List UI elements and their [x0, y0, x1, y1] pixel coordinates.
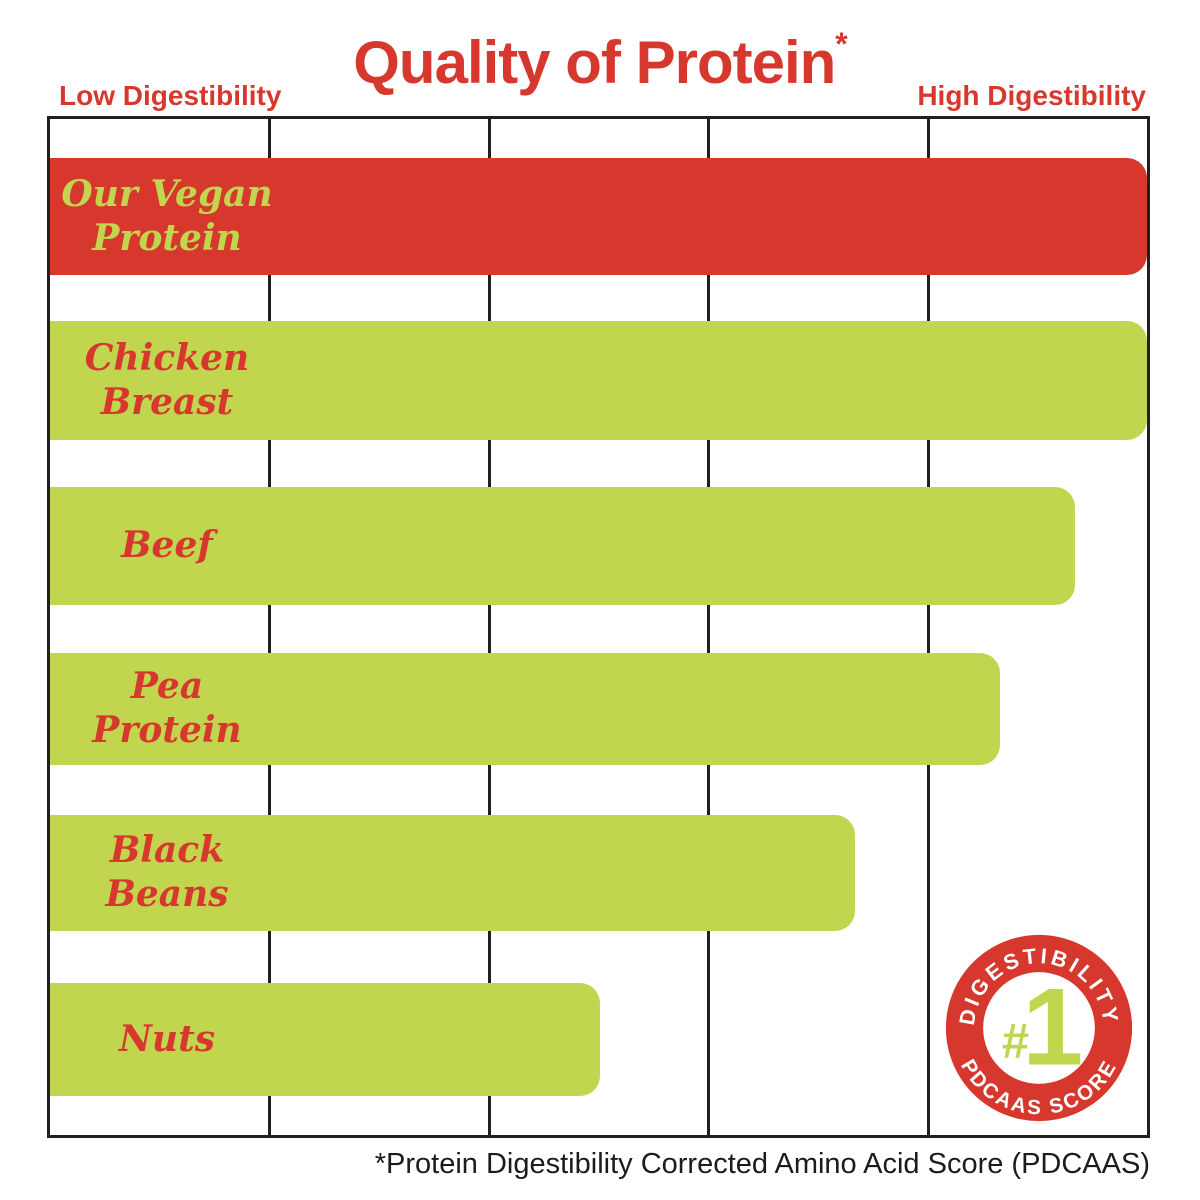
high-digestibility-label: High Digestibility	[917, 80, 1146, 111]
page-title: Quality of Protein*	[0, 28, 1200, 93]
gridline	[487, 119, 491, 1135]
pdcaas-badge: DIGESTIBILITY PDCAAS SCORE # 1	[945, 934, 1133, 1122]
bar-beef: Beef	[50, 487, 1075, 605]
badge-hash-symbol: #	[1002, 1014, 1029, 1068]
bar-label-beef: Beef	[121, 524, 213, 567]
gridline	[707, 119, 711, 1135]
footnote: *Protein Digestibility Corrected Amino A…	[374, 1148, 1150, 1180]
bar-label-chicken-breast: Chicken Breast	[84, 336, 250, 423]
bar-nuts: Nuts	[50, 983, 600, 1096]
chart-area: DIGESTIBILITY PDCAAS SCORE # 1 Our Vegan…	[47, 116, 1150, 1138]
axis-labels: Low Digestibility High Digestibility	[47, 80, 1150, 112]
low-digestibility-label: Low Digestibility	[59, 80, 282, 111]
bar-pea-protein: Pea Protein	[50, 653, 1000, 765]
gridline	[268, 119, 272, 1135]
badge-number-one: 1	[1022, 966, 1083, 1088]
bar-chicken-breast: Chicken Breast	[50, 321, 1147, 440]
bar-black-beans: Black Beans	[50, 815, 856, 931]
gridline	[926, 119, 930, 1135]
page-title-text: Quality of Protein	[353, 29, 836, 96]
bar-label-nuts: Nuts	[119, 1017, 215, 1060]
title-asterisk: *	[835, 26, 847, 62]
bar-our-vegan-protein: Our Vegan Protein	[50, 158, 1147, 275]
bar-label-our-vegan-protein: Our Vegan Protein	[61, 172, 273, 259]
bar-label-black-beans: Black Beans	[105, 829, 229, 915]
bar-label-pea-protein: Pea Protein	[92, 665, 242, 751]
badge-inner-circle	[983, 972, 1095, 1084]
